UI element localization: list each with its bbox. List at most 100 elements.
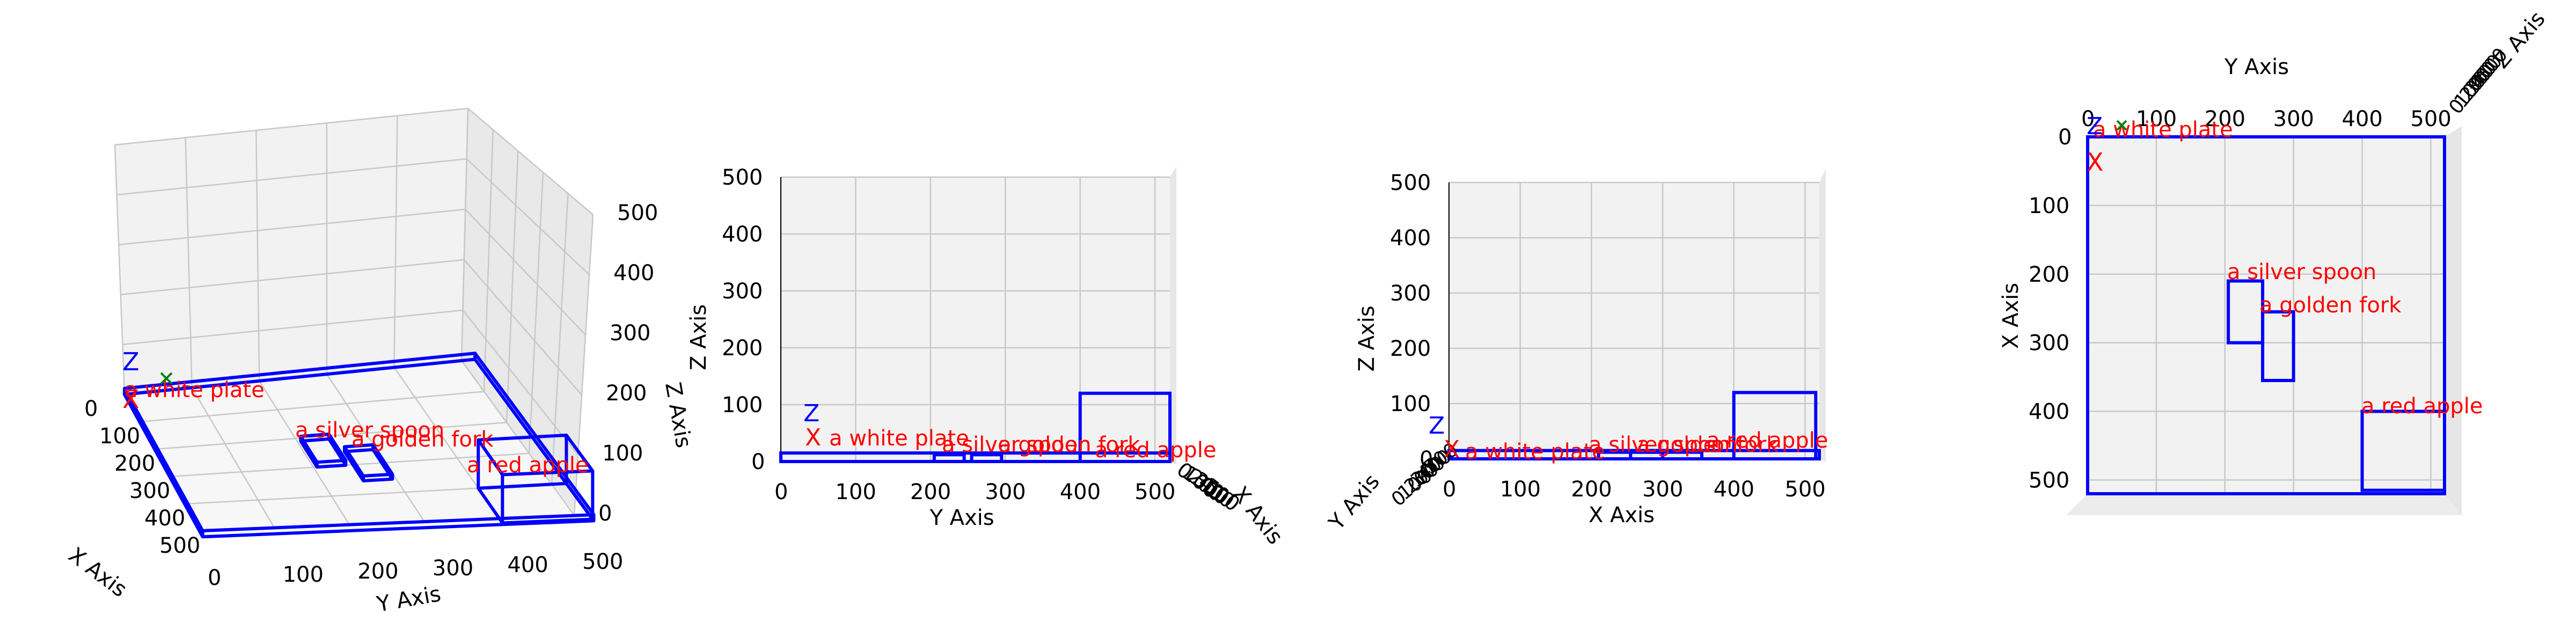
panel-side-view: 0 100 200 300 400 500 0 100 200 300 400 500 Y Axis Z … <box>686 165 1287 549</box>
y-axis-label: Y Axis <box>375 582 443 617</box>
object-label: a silver spoon <box>1589 433 1738 457</box>
wall-grid-line <box>114 144 126 395</box>
side-pane <box>1819 169 1826 462</box>
h-tick-label: 100 <box>835 480 876 504</box>
y-tick-label: 200 <box>357 559 398 584</box>
z-tick-label: 100 <box>722 393 763 418</box>
wall-grid-line <box>528 172 544 453</box>
object-label: a white plate <box>125 378 265 402</box>
wall-grid-line <box>463 259 582 396</box>
object-label: a silver spoon <box>2227 260 2376 284</box>
x-tick-label: 500 <box>159 533 200 558</box>
floor-grid-line <box>259 380 350 525</box>
z-tick-label: 100 <box>1390 392 1431 416</box>
h-axis-label: X Axis <box>1589 503 1655 528</box>
floor-grid-line <box>191 387 275 529</box>
z-tick-label: 200 <box>722 336 763 361</box>
h-axis-label: Y Axis <box>930 506 994 530</box>
wall-grid-line <box>185 137 193 388</box>
x-tick-label: 200 <box>2029 262 2069 287</box>
floor-grid-line <box>139 391 485 423</box>
bottom-pane <box>2066 494 2462 515</box>
x-tick-label: 400 <box>144 506 185 531</box>
wall-grid-line <box>506 151 519 423</box>
side-pane <box>2445 126 2462 515</box>
y-tick-label: 300 <box>433 556 473 581</box>
object-label: a silver spoon <box>942 433 1091 457</box>
bbox-a-white-plate <box>2086 135 2446 495</box>
h-tick-label: 0 <box>1443 477 1456 502</box>
bbox-a-red-apple <box>1078 391 1172 463</box>
y-tick-label: 0 <box>2081 107 2095 131</box>
h-tick-label: 200 <box>910 480 951 504</box>
y-tick-label: 400 <box>507 553 548 577</box>
z-tick-label: 0 <box>1419 447 1433 472</box>
y-tick-label: 100 <box>2136 107 2177 131</box>
origin-z-marker: Z <box>803 400 819 427</box>
x-tick-label: 100 <box>2029 194 2069 218</box>
origin-y-marker <box>2116 120 2127 131</box>
z-tick-label: 300 <box>610 321 650 346</box>
back-pane <box>1449 182 1819 459</box>
h-tick-label: 400 <box>1714 477 1754 502</box>
side-pane <box>1170 166 1176 465</box>
z-tick-label: 100 <box>602 441 643 466</box>
z-tick-label: 400 <box>613 261 654 286</box>
wall-grid-line <box>467 108 594 215</box>
object-label: a red apple <box>2361 394 2483 419</box>
panel-top-view: 0 100 200 300 400 500 0 100 200 300 400 500 Y Axis X … <box>1999 7 2550 515</box>
y-tick-label: 400 <box>2342 107 2383 131</box>
h-tick-label: 0 <box>774 480 788 504</box>
object-label: a white plate <box>829 426 969 451</box>
object-label: a white plate <box>1465 440 1605 464</box>
z-axis-label: Z Axis <box>686 304 711 370</box>
back-pane <box>781 177 1170 462</box>
y-tick-label: 200 <box>2205 107 2245 131</box>
wall-grid-line <box>460 108 469 361</box>
back-wall <box>115 108 468 394</box>
object-label: a white plate <box>2093 118 2233 142</box>
z-axis-label: Z Axis <box>1355 305 1379 371</box>
object-label: a red apple <box>1095 438 1217 463</box>
wall-grid-line <box>120 259 464 296</box>
y-tick-label: 500 <box>2410 107 2451 131</box>
origin-y-marker <box>160 372 173 385</box>
wall-grid-line <box>466 158 590 275</box>
depth-axis-label: X Axis <box>1227 482 1287 549</box>
z-tick-label: 500 <box>617 201 658 225</box>
depth-axis-label: Y Axis <box>1324 470 1385 535</box>
bbox-a-golden-fork <box>2261 310 2295 382</box>
z-tick-label: 500 <box>722 165 763 190</box>
object-label: a golden fork <box>1637 433 1779 457</box>
x-axis-label: X Axis <box>1999 283 2023 349</box>
wall-grid-line <box>122 309 463 346</box>
origin-z-marker: Z <box>2087 113 2103 140</box>
y-tick-label: 500 <box>582 550 623 574</box>
z-axis-label: Z Axis <box>660 380 696 450</box>
back-pane <box>2088 137 2445 494</box>
z-tick-label: 400 <box>1390 226 1431 251</box>
y-tick-label: 300 <box>2273 107 2314 131</box>
origin-z-marker: Z <box>1429 412 1445 440</box>
origin-z-marker: Z <box>122 347 140 376</box>
wall-grid-line <box>119 208 466 246</box>
h-tick-label: 300 <box>1642 477 1683 502</box>
object-label: a golden fork <box>2259 293 2402 318</box>
origin-x-marker: X <box>1444 436 1460 463</box>
object-label: a silver spoon <box>295 418 444 443</box>
wall-grid-line <box>255 130 260 381</box>
z-tick-label: 500 <box>1390 171 1431 195</box>
bbox-a-red-apple <box>1732 391 1818 461</box>
z-tick-label: 200 <box>1390 336 1431 361</box>
h-tick-label: 300 <box>985 480 1026 504</box>
wall-grid-line <box>573 214 594 516</box>
bbox-a-golden-fork <box>1629 450 1704 461</box>
bbox-a-silver-spoon <box>932 453 966 464</box>
h-tick-label: 500 <box>1784 477 1825 502</box>
wall-grid-line <box>462 310 579 456</box>
y-tick-label: 0 <box>208 566 221 590</box>
h-tick-label: 500 <box>1135 480 1175 504</box>
floor-grid-line <box>169 452 530 478</box>
y-tick-label: 100 <box>283 562 324 587</box>
